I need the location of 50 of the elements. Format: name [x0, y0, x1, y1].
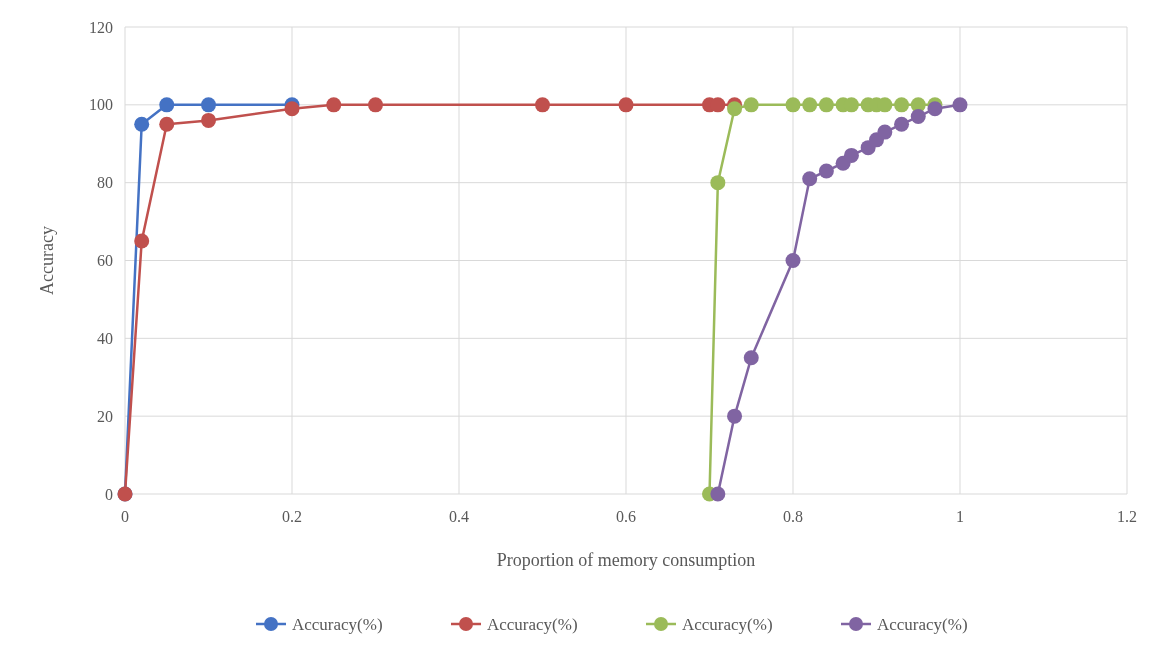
x-tick-label: 0: [121, 508, 129, 525]
point: [785, 253, 801, 268]
point: [802, 171, 818, 187]
x-axis-title: Proportion of memory consumption: [496, 550, 756, 570]
point: [535, 97, 550, 113]
point: [159, 97, 175, 113]
y-tick-label: 40: [97, 329, 113, 347]
x-tick-label: 1: [956, 508, 964, 525]
point: [710, 486, 726, 502]
point: [326, 97, 342, 113]
x-tick-label: 0.8: [783, 508, 803, 525]
point: [927, 101, 943, 117]
y-tick-label: 100: [89, 96, 113, 114]
y-axis-title: Accuracy: [37, 226, 57, 295]
point: [802, 97, 818, 113]
point: [743, 350, 759, 366]
point: [818, 163, 834, 179]
point: [818, 97, 834, 113]
point: [710, 175, 726, 191]
y-tick-label: 80: [97, 174, 113, 192]
point: [894, 97, 910, 113]
point: [134, 233, 150, 249]
point: [134, 116, 150, 132]
point: [843, 147, 859, 163]
point: [785, 97, 801, 113]
y-tick-label: 0: [105, 485, 113, 503]
point: [727, 408, 743, 424]
point: [201, 112, 216, 128]
legend-label: Accuracy(%): [877, 614, 968, 634]
x-tick-label: 0.4: [449, 508, 469, 525]
legend-label: Accuracy(%): [487, 614, 578, 634]
point: [284, 101, 300, 117]
y-tick-label: 60: [97, 252, 113, 270]
legend-label: Accuracy(%): [682, 614, 773, 634]
point: [743, 97, 759, 113]
point: [727, 101, 743, 117]
x-tick-label: 1.2: [1117, 508, 1137, 525]
point: [877, 124, 893, 140]
point: [201, 97, 216, 113]
point: [894, 116, 910, 132]
point: [952, 97, 968, 113]
legend-label: Accuracy(%): [292, 614, 383, 634]
y-tick-label: 20: [97, 407, 113, 425]
x-tick-label: 0.6: [616, 508, 636, 525]
x-tick-label: 0.2: [282, 508, 302, 525]
point: [618, 97, 634, 113]
point: [159, 116, 175, 132]
point: [368, 97, 383, 113]
y-tick-label: 120: [89, 18, 113, 36]
point: [910, 109, 926, 125]
